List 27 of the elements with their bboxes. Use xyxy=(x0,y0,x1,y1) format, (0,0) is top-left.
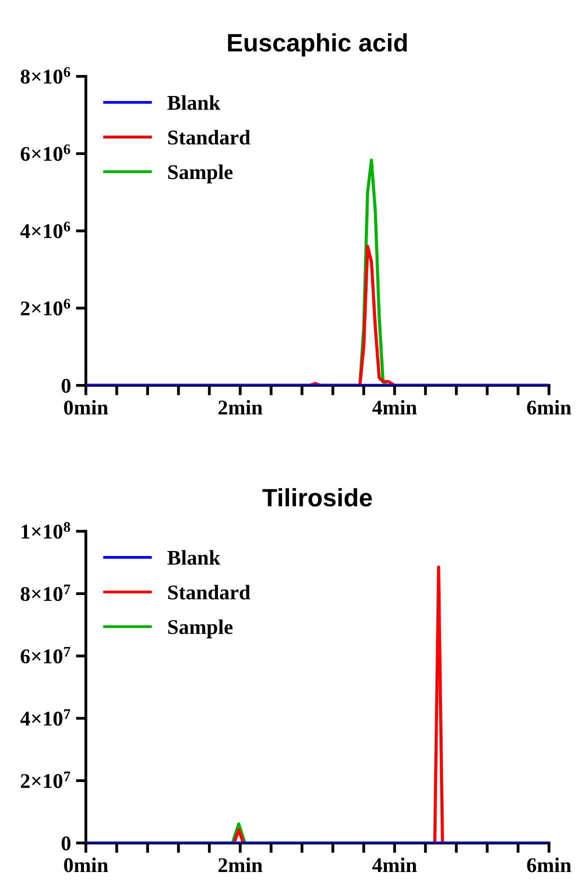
x-tick-label: 0min xyxy=(64,400,108,415)
chart-title: Euscaphic acid xyxy=(228,33,407,57)
x-tick-label: 2min xyxy=(218,400,262,414)
x-tick-label: 6min xyxy=(527,858,572,872)
legend-label: Blank xyxy=(167,550,220,565)
x-tick-label: 0min xyxy=(64,858,108,872)
y-tick-label: 4×10$^{6}$ xyxy=(20,222,70,238)
y-tick-label: 2×10$^{6}$ xyxy=(20,298,70,316)
y-tick-label: 8×10$^{6}$ xyxy=(20,67,70,84)
y-tick-label: 0 xyxy=(62,836,70,850)
y-tick-label: 0 xyxy=(62,378,70,393)
x-tick-label: 4min xyxy=(372,400,417,414)
legend-label: Sample xyxy=(168,164,233,184)
legend-label: Sample xyxy=(168,619,233,638)
y-tick-label: 6×10$^{6}$ xyxy=(20,144,70,161)
y-tick-label: 2×10$^{7}$ xyxy=(20,772,70,788)
y-tick-label: 6×10$^{7}$ xyxy=(20,646,70,664)
legend-label: Standard xyxy=(168,130,250,145)
x-tick-label: 6min xyxy=(527,400,572,415)
legend-label: Blank xyxy=(167,95,220,110)
legend-label: Standard xyxy=(168,584,250,600)
y-tick-label: 8×10$^{7}$ xyxy=(20,584,70,602)
x-tick-label: 4min xyxy=(372,858,417,872)
x-tick-label: 2min xyxy=(218,858,262,872)
chart-title: Tiliroside xyxy=(262,488,372,507)
y-tick-label: 4×10$^{7}$ xyxy=(20,709,70,726)
y-tick-label: 1×10$^{8}$ xyxy=(22,522,70,539)
